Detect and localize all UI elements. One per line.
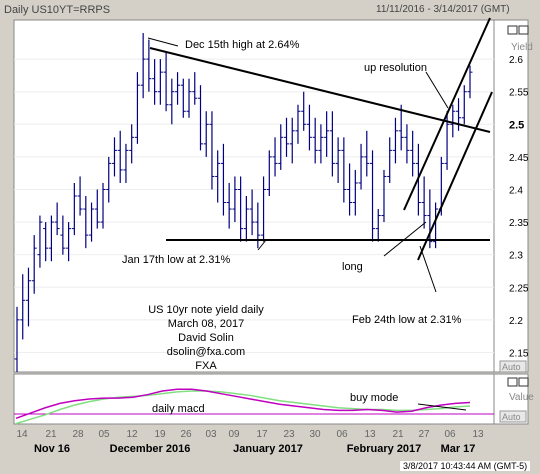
- x-tick-label: 30: [309, 429, 321, 440]
- long-annotation: long: [342, 261, 363, 273]
- daily-macd-annotation: daily macd: [152, 403, 205, 415]
- month-label: January 2017: [233, 443, 303, 455]
- x-tick-label: 06: [336, 429, 348, 440]
- x-tick-label: 26: [180, 429, 192, 440]
- y-tick-label: 2.4: [509, 185, 523, 196]
- x-tick-label: 05: [98, 429, 110, 440]
- x-tick-label: 19: [154, 429, 166, 440]
- y-tick-label: 2.5: [509, 119, 524, 131]
- price-auto-button[interactable]: [499, 360, 527, 373]
- month-label: February 2017: [347, 443, 422, 455]
- grid-lines: [14, 58, 494, 353]
- info-line: US 10yr note yield daily: [148, 304, 264, 316]
- y-axis-ticks: 2.6 2.55 2.5 2.45 2.4 2.35 2.3 2.25 2.2 2.15: [509, 55, 529, 359]
- close-icon[interactable]: [518, 377, 529, 387]
- up-resolution-pointer: [425, 71, 449, 109]
- x-tick-label: 13: [472, 429, 484, 440]
- restore-icon[interactable]: [507, 377, 518, 387]
- y-tick-label: 2.55: [509, 88, 529, 99]
- channel-lower-line: [417, 91, 493, 261]
- month-label: Mar 17: [441, 443, 476, 455]
- macd-auto-button[interactable]: [499, 410, 527, 423]
- ohlc-bars: [14, 33, 473, 372]
- x-tick-label: 27: [418, 429, 430, 440]
- feb24-pointer: [419, 245, 437, 293]
- info-line: David Solin: [178, 332, 234, 344]
- y-tick-label: 2.35: [509, 218, 529, 229]
- x-tick-label: 03: [205, 429, 217, 440]
- x-tick-label: 21: [392, 429, 404, 440]
- restore-icon[interactable]: [507, 25, 518, 35]
- macd-lines: [14, 388, 494, 425]
- price-axis-panel: [493, 19, 529, 373]
- y-tick-label: 2.2: [509, 316, 523, 327]
- buy-mode-annotation: buy mode: [350, 392, 398, 404]
- jan17-pointer: [257, 239, 267, 251]
- month-labels: Nov 16 December 2016 January 2017 February …: [34, 443, 475, 455]
- x-tick-label: 28: [72, 429, 84, 440]
- x-tick-label: 14: [16, 429, 28, 440]
- y-tick-label: 2.15: [509, 348, 529, 359]
- month-label: December 2016: [110, 443, 191, 455]
- y-tick-label: 2.3: [509, 251, 523, 262]
- dec15-annotation: Dec 15th high at 2.64%: [185, 39, 300, 51]
- x-tick-label: 06: [444, 429, 456, 440]
- month-label: Nov 16: [34, 443, 70, 455]
- macd-axis-label: Value: [509, 392, 534, 403]
- status-timestamp: 3/8/2017 10:43:44 AM (GMT-5): [400, 461, 531, 471]
- info-line: March 08, 2017: [168, 318, 244, 330]
- y-tick-label: 2.45: [509, 153, 529, 164]
- jan17-annotation: Jan 17th low at 2.31%: [122, 254, 230, 266]
- x-tick-label: 21: [45, 429, 57, 440]
- info-block: US 10yr note yield daily March 08, 2017 …: [148, 304, 264, 372]
- y-tick-label: 2.6: [509, 55, 523, 66]
- macd-auto-label: Auto: [502, 412, 521, 422]
- y-tick-label: 2.25: [509, 283, 529, 294]
- price-panel: [13, 19, 495, 373]
- info-line: FXA: [195, 360, 217, 372]
- info-line: dsolin@fxa.com: [167, 346, 245, 358]
- x-axis-ticks: 14 21 28 05 12 19 26 03 09 17 23 30 06 13 21 27 06 13: [16, 429, 484, 440]
- x-tick-label: 13: [364, 429, 376, 440]
- x-tick-label: 12: [126, 429, 138, 440]
- feb24-annotation: Feb 24th low at 2.31%: [352, 314, 462, 326]
- chart-title: Daily US10YT=RRPS: [4, 4, 111, 16]
- price-axis-label: Yield: [511, 42, 533, 53]
- up-resolution-annotation: up resolution: [364, 62, 427, 74]
- trendlines: [147, 17, 493, 411]
- x-tick-label: 17: [256, 429, 268, 440]
- x-tick-label: 23: [283, 429, 295, 440]
- macd-signal-line: [15, 390, 471, 425]
- x-tick-label: 09: [228, 429, 240, 440]
- price-auto-label: Auto: [502, 362, 521, 372]
- channel-upper-line: [403, 17, 491, 211]
- buy-mode-pointer: [417, 403, 467, 411]
- downtrend-line: [149, 47, 491, 133]
- macd-main-line: [15, 388, 471, 420]
- panel-window-icons: [507, 25, 529, 387]
- dec15-pointer: [147, 37, 179, 47]
- close-icon[interactable]: [518, 25, 529, 35]
- date-range: 11/11/2016 - 3/14/2017 (GMT): [376, 4, 510, 15]
- long-pointer: [383, 221, 427, 257]
